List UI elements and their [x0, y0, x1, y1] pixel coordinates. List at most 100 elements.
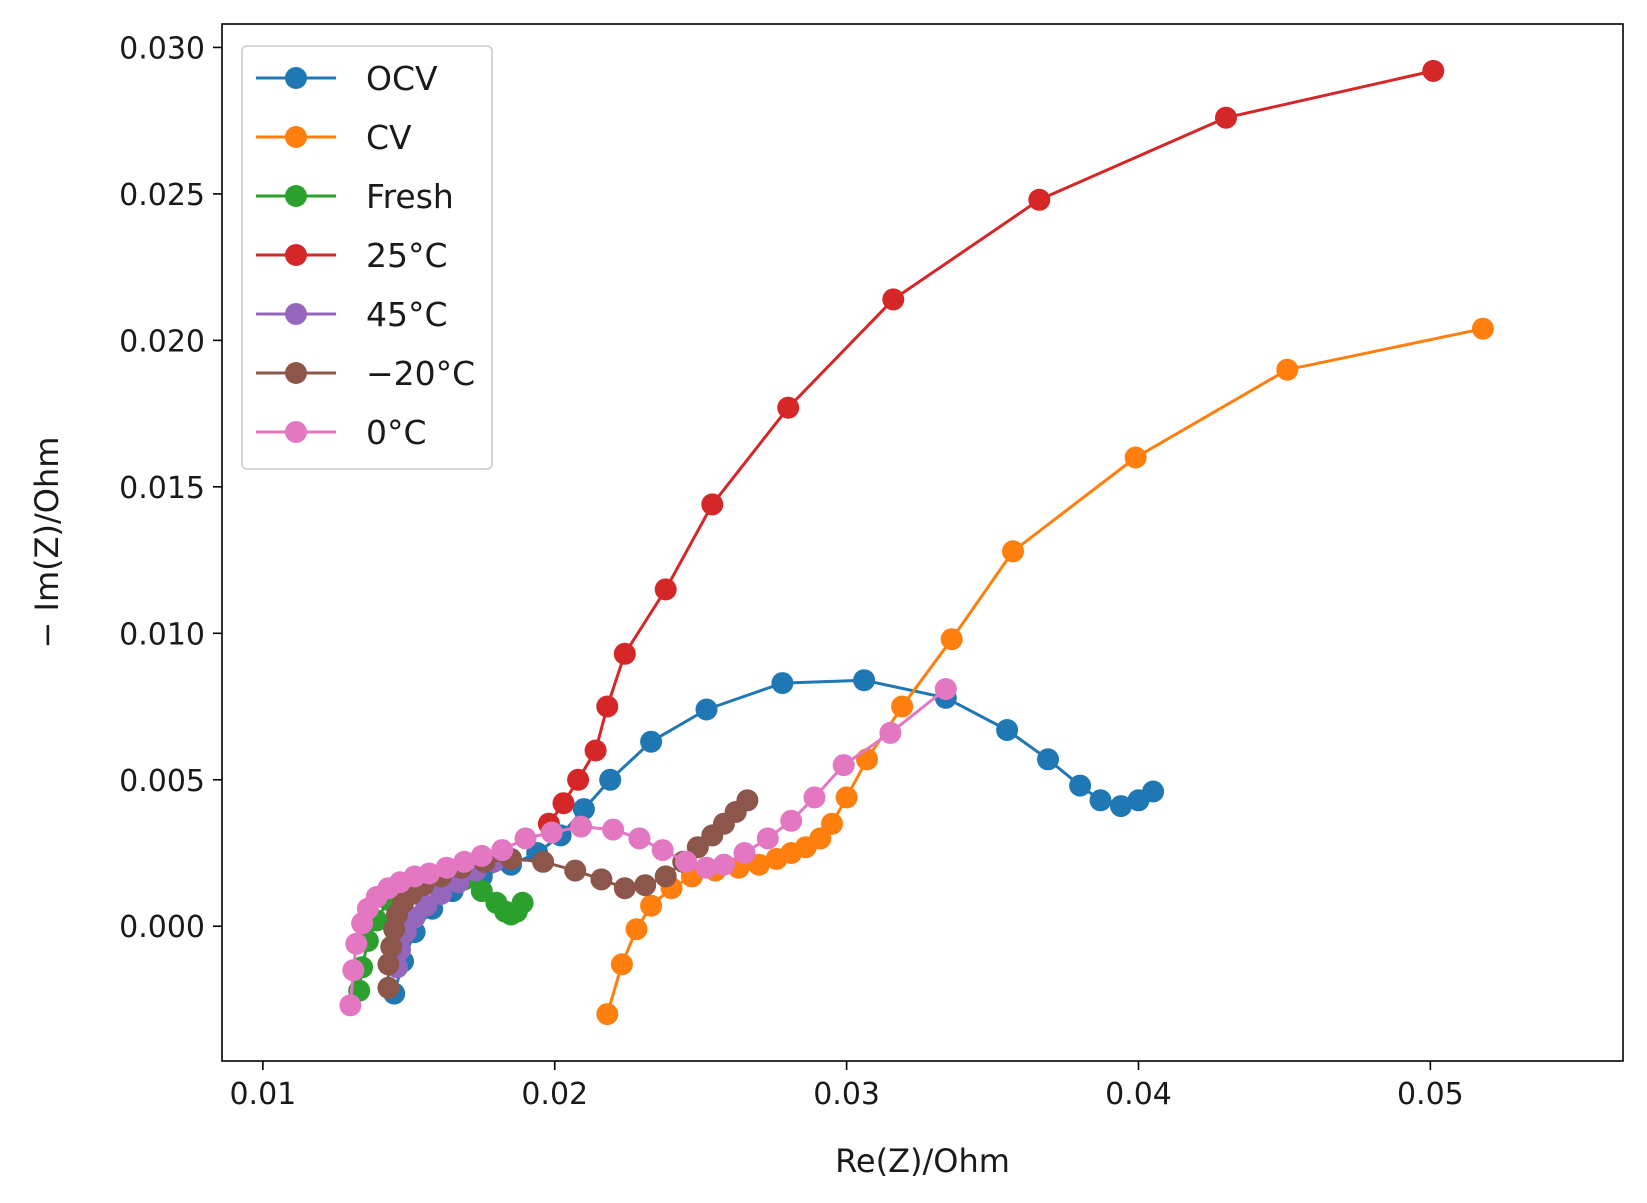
legend-item: −20°C	[256, 354, 475, 393]
legend-item: CV	[256, 118, 412, 157]
legend-marker	[285, 185, 307, 207]
data-point	[415, 894, 438, 917]
y-tick-label: 0.000	[119, 910, 205, 945]
legend-label: 25°C	[366, 236, 448, 275]
data-point	[803, 786, 826, 809]
data-point	[832, 754, 855, 777]
data-point	[514, 827, 537, 850]
data-point	[567, 768, 590, 791]
y-tick-label: 0.015	[119, 471, 205, 506]
data-point	[613, 877, 636, 900]
data-point	[1037, 748, 1059, 771]
data-point	[1471, 317, 1494, 340]
series-3	[537, 59, 1445, 835]
data-point	[835, 786, 858, 809]
data-point	[856, 748, 878, 771]
data-point	[470, 880, 493, 903]
data-point	[470, 844, 493, 867]
data-point	[1089, 789, 1112, 812]
legend-item: 25°C	[256, 236, 448, 275]
x-tick-label: 0.01	[229, 1077, 296, 1112]
data-point	[339, 994, 362, 1017]
data-point	[771, 672, 794, 695]
data-point	[853, 669, 876, 692]
data-point	[599, 768, 622, 791]
legend-label: 45°C	[366, 295, 448, 334]
data-point	[377, 953, 400, 976]
legend: OCV CV Fresh 25°C 45°C −20°C 0°C	[241, 45, 493, 470]
data-point	[1002, 540, 1024, 563]
data-point	[540, 821, 563, 844]
data-point	[602, 818, 625, 841]
y-tick-label: 0.005	[119, 764, 205, 799]
data-point	[1110, 795, 1132, 818]
data-point	[1422, 59, 1445, 82]
data-point	[596, 695, 619, 718]
data-point	[1215, 106, 1237, 129]
y-axis-label: − Im(Z)/Ohm	[28, 437, 66, 649]
legend-label: −20°C	[366, 354, 475, 393]
data-point	[572, 798, 595, 821]
data-point	[891, 695, 914, 718]
legend-label: OCV	[366, 59, 438, 98]
data-point	[651, 839, 674, 862]
data-point	[570, 815, 592, 838]
legend-marker	[285, 303, 307, 325]
data-point	[610, 953, 633, 976]
data-point	[640, 730, 663, 753]
data-point	[590, 868, 613, 891]
y-tick-label: 0.020	[119, 324, 205, 359]
legend-marker	[285, 421, 307, 443]
data-point	[940, 628, 963, 651]
data-point	[1028, 188, 1051, 211]
data-point	[634, 874, 657, 897]
y-tick-label: 0.010	[119, 617, 205, 652]
data-point	[625, 918, 648, 941]
x-tick-label: 0.05	[1397, 1077, 1464, 1112]
legend-box	[241, 45, 493, 470]
x-tick-label: 0.03	[813, 1077, 880, 1112]
data-point	[511, 891, 534, 914]
axes-frame	[221, 23, 1624, 1062]
legend-item: Fresh	[256, 177, 454, 216]
legend-label: 0°C	[366, 413, 427, 452]
ticks-layer: 0.01 0.02 0.03 0.04 0.05 0.000 0.005 0.010 0.015…	[119, 31, 1464, 1112]
data-point	[713, 853, 735, 876]
data-point	[345, 932, 368, 955]
y-tick-label: 0.030	[119, 31, 205, 66]
data-point	[491, 839, 514, 862]
legend-item: 45°C	[256, 295, 448, 334]
data-point	[532, 850, 555, 873]
data-point	[675, 850, 698, 873]
data-point	[584, 739, 607, 762]
data-point	[380, 935, 403, 958]
data-point	[453, 850, 476, 873]
data-point	[1069, 774, 1092, 797]
data-point	[429, 883, 452, 905]
legend-marker	[285, 362, 307, 384]
data-point	[695, 856, 718, 879]
data-point	[654, 578, 677, 601]
legend-item: OCV	[256, 59, 438, 98]
legend-label: Fresh	[366, 177, 454, 216]
data-point	[695, 698, 718, 721]
data-point	[613, 642, 636, 665]
data-point	[756, 827, 779, 850]
data-point	[1142, 780, 1165, 803]
data-point	[342, 959, 365, 982]
x-axis-label: Re(Z)/Ohm	[835, 1142, 1010, 1180]
data-point	[1124, 446, 1147, 469]
data-point	[777, 396, 800, 419]
legend-marker	[285, 126, 307, 148]
data-point	[640, 894, 663, 917]
data-point	[934, 678, 957, 700]
data-point	[377, 976, 400, 999]
data-point	[780, 809, 803, 832]
data-point	[1276, 358, 1299, 381]
data-point	[596, 1003, 619, 1026]
data-point	[552, 792, 575, 815]
data-point	[733, 842, 756, 864]
legend-label: CV	[366, 118, 412, 157]
legend-marker	[285, 244, 307, 266]
